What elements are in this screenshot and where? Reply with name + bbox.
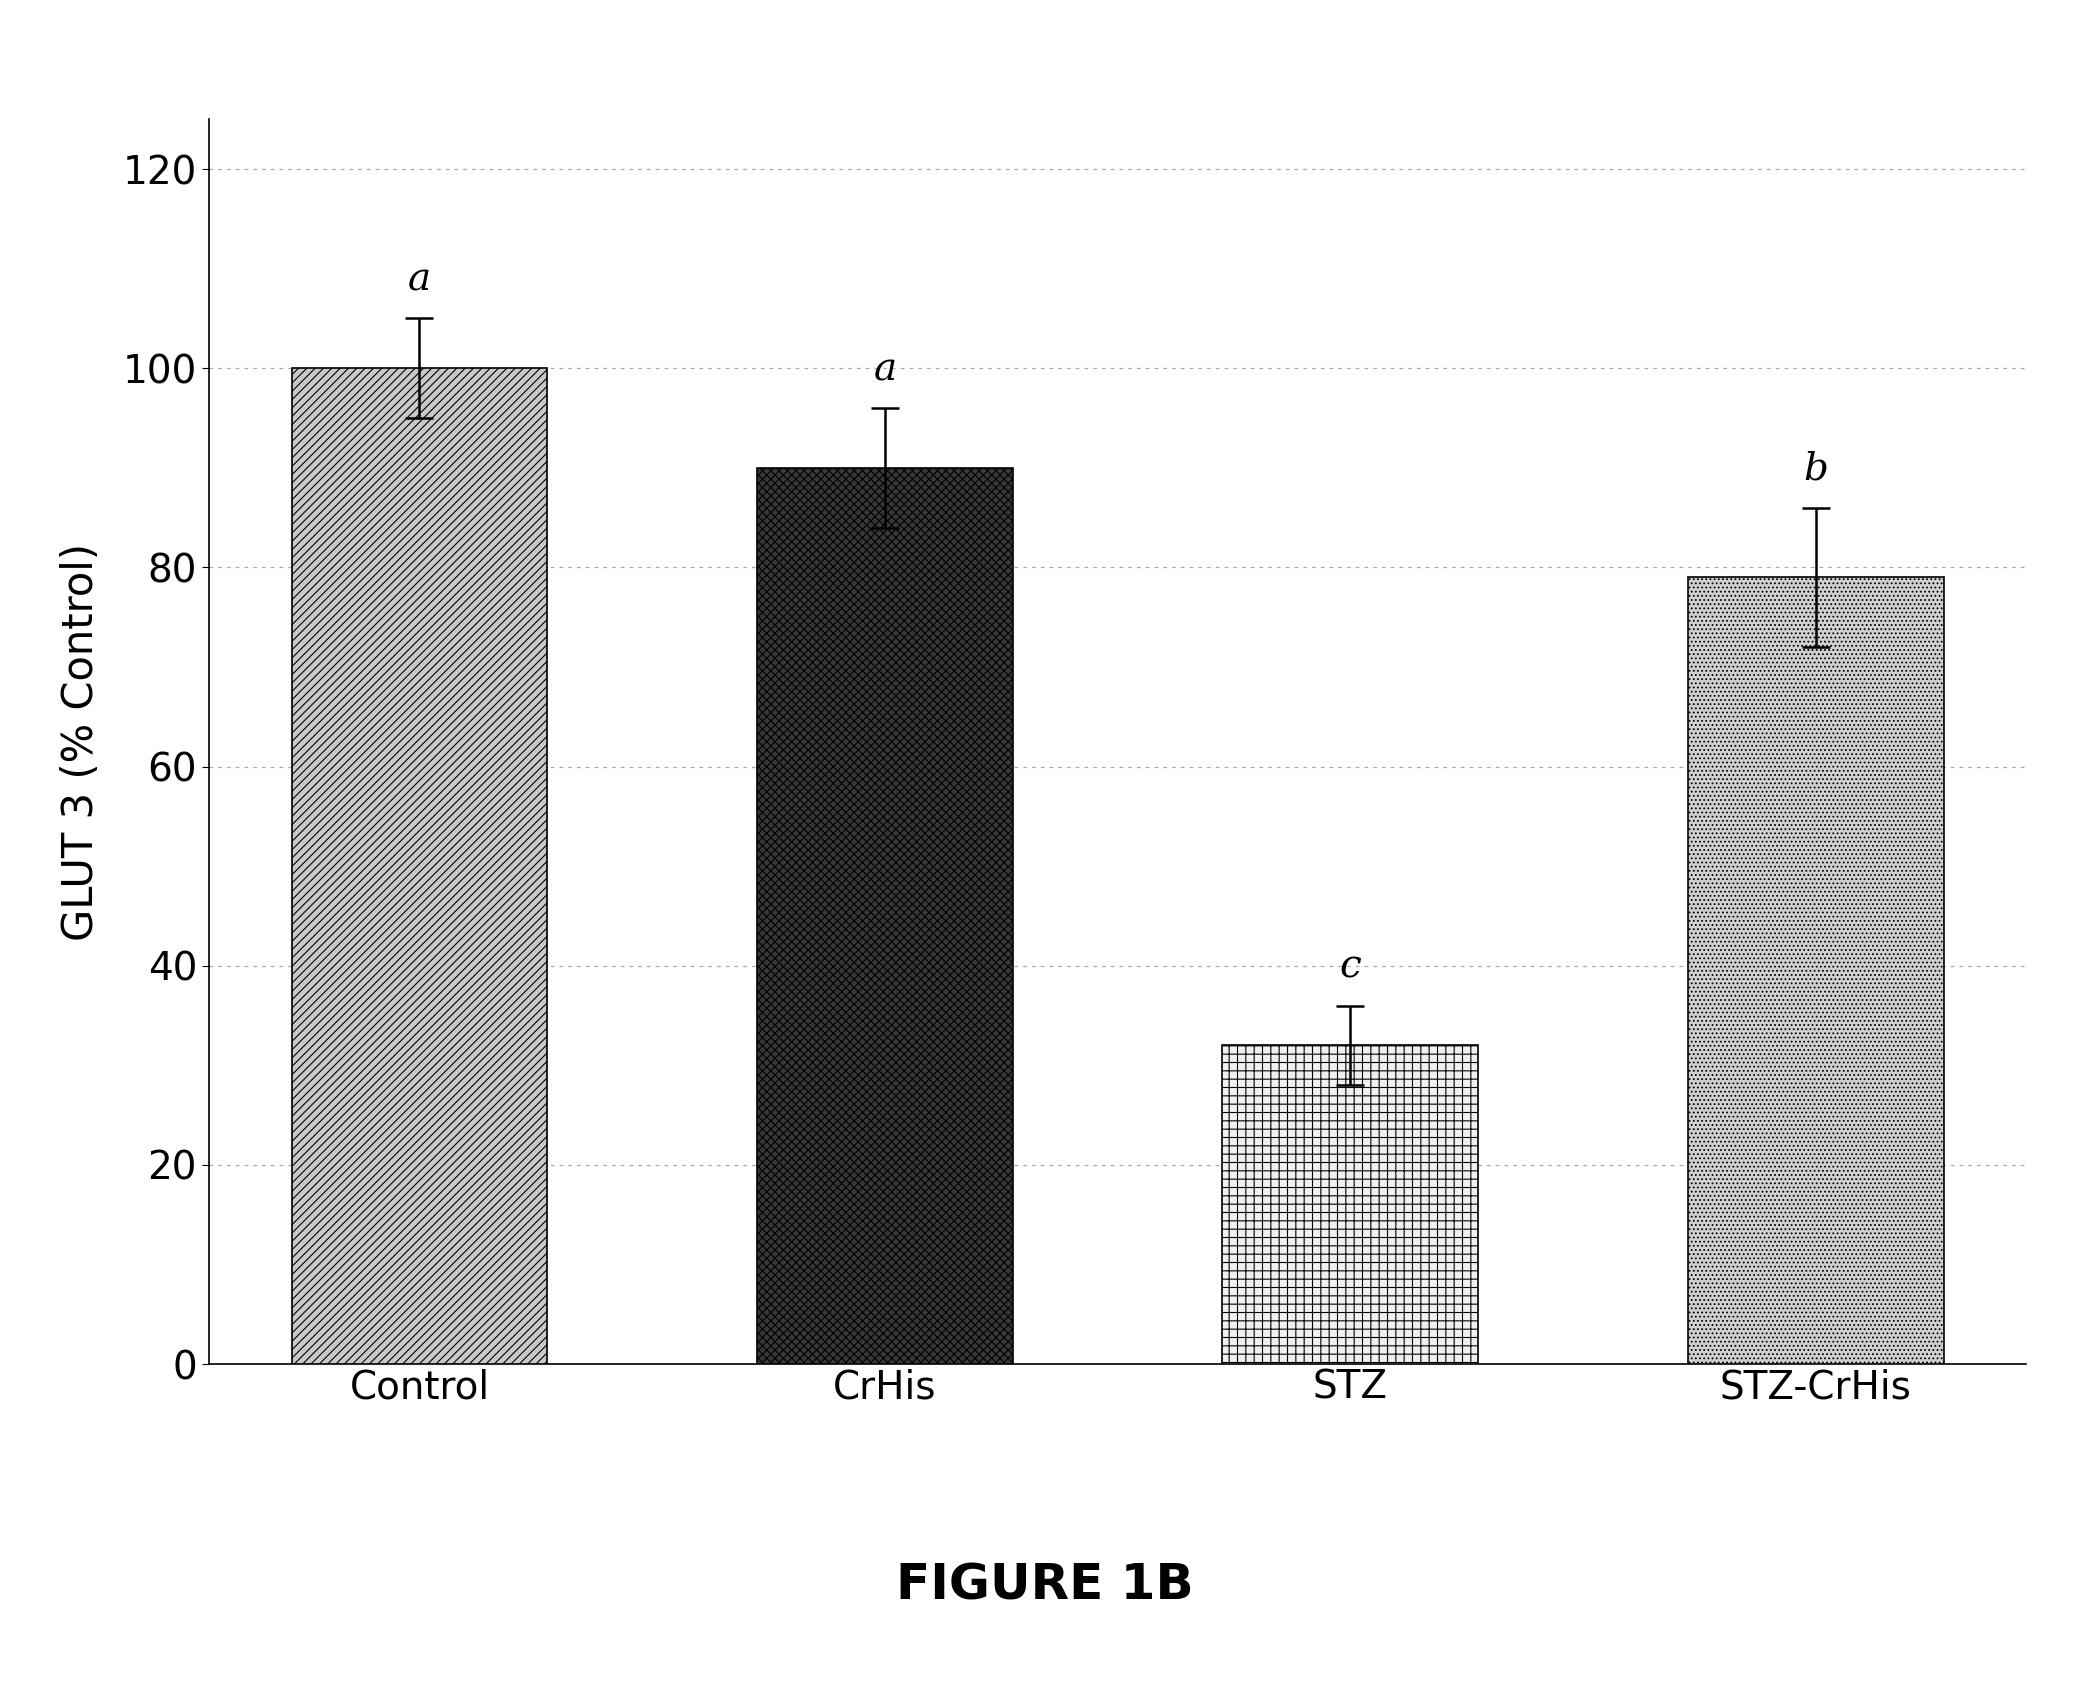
Bar	[1688, 578, 1943, 1364]
Text: a: a	[407, 261, 430, 298]
Text: a: a	[873, 351, 896, 389]
Text: b: b	[1803, 450, 1828, 488]
Bar	[756, 467, 1013, 1364]
Bar	[292, 368, 547, 1364]
Text: FIGURE 1B: FIGURE 1B	[896, 1562, 1193, 1610]
Bar	[1222, 1045, 1479, 1364]
Text: c: c	[1339, 948, 1362, 985]
Y-axis label: GLUT 3 (% Control): GLUT 3 (% Control)	[61, 542, 102, 941]
